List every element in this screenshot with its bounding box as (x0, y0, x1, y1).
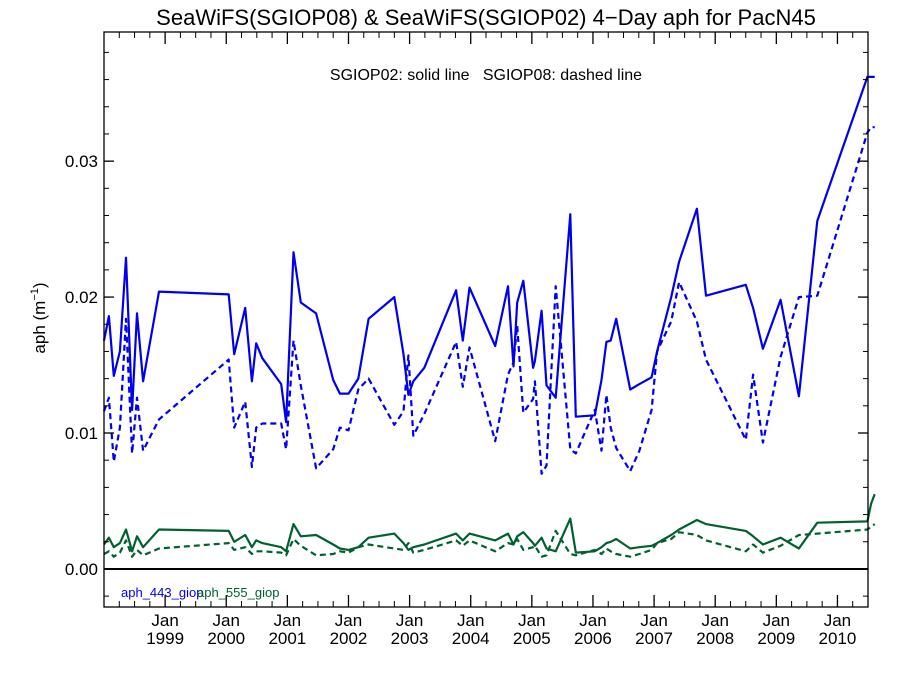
legend-entry-aph_443_giop: aph_443_giop (121, 585, 203, 600)
y-tick-label: 0.02 (65, 288, 98, 307)
series-line-aph_443_giop-dashed (102, 126, 875, 475)
x-tick-label-month: Jan (213, 611, 240, 630)
x-tick-label-year: 2000 (207, 629, 245, 648)
x-tick-label-year: 2005 (513, 629, 551, 648)
y-axis-label-close: ) (30, 282, 49, 288)
line-style-annotation: SGIOP02: solid line SGIOP08: dashed line (330, 67, 642, 84)
x-tick-label-month: Jan (151, 611, 178, 630)
y-axis-label-main: aph (m (30, 301, 49, 354)
series-line-aph_555_giop-dashed (103, 523, 876, 558)
x-tick-label-month: Jan (274, 611, 301, 630)
x-tick-label-year: 2003 (391, 629, 429, 648)
y-tick-label: 0.01 (65, 424, 98, 443)
y-tick-label: 0.03 (65, 152, 98, 171)
x-tick-label-year: 2006 (574, 629, 612, 648)
x-tick-label-month: Jan (518, 611, 545, 630)
x-tick-label-month: Jan (335, 611, 362, 630)
plot-area (102, 75, 876, 570)
x-tick-label-month: Jan (396, 611, 423, 630)
x-tick-label-month: Jan (640, 611, 667, 630)
x-tick-label-year: 2001 (268, 629, 306, 648)
y-axis-label-exponent: −1 (29, 288, 41, 301)
x-tick-label-month: Jan (824, 611, 851, 630)
y-axis-label: aph (m−1) (29, 282, 49, 353)
x-tick-label-month: Jan (457, 611, 484, 630)
x-tick-label-year: 2007 (635, 629, 673, 648)
x-tick-label-month: Jan (701, 611, 728, 630)
x-tick-label-year: 1999 (146, 629, 184, 648)
x-tick-label-year: 2004 (452, 629, 490, 648)
x-tick-label-year: 2009 (757, 629, 795, 648)
y-tick-label: 0.00 (65, 560, 98, 579)
series-line-aph_555_giop-solid (103, 493, 876, 554)
plot-frame (103, 31, 869, 608)
chart-title: SeaWiFS(SGIOP08) & SeaWiFS(SGIOP02) 4−Da… (156, 5, 816, 30)
x-tick-label-month: Jan (579, 611, 606, 630)
x-tick-label-year: 2008 (696, 629, 734, 648)
axes: 0.000.010.020.03Jan1999Jan2000Jan2001Jan… (65, 31, 869, 648)
series-line-aph_443_giop-solid (102, 75, 875, 424)
x-tick-label-year: 2002 (330, 629, 368, 648)
legend-entry-aph_555_giop: aph_555_giop (197, 585, 279, 600)
x-tick-label-month: Jan (763, 611, 790, 630)
x-tick-label-year: 2010 (819, 629, 857, 648)
